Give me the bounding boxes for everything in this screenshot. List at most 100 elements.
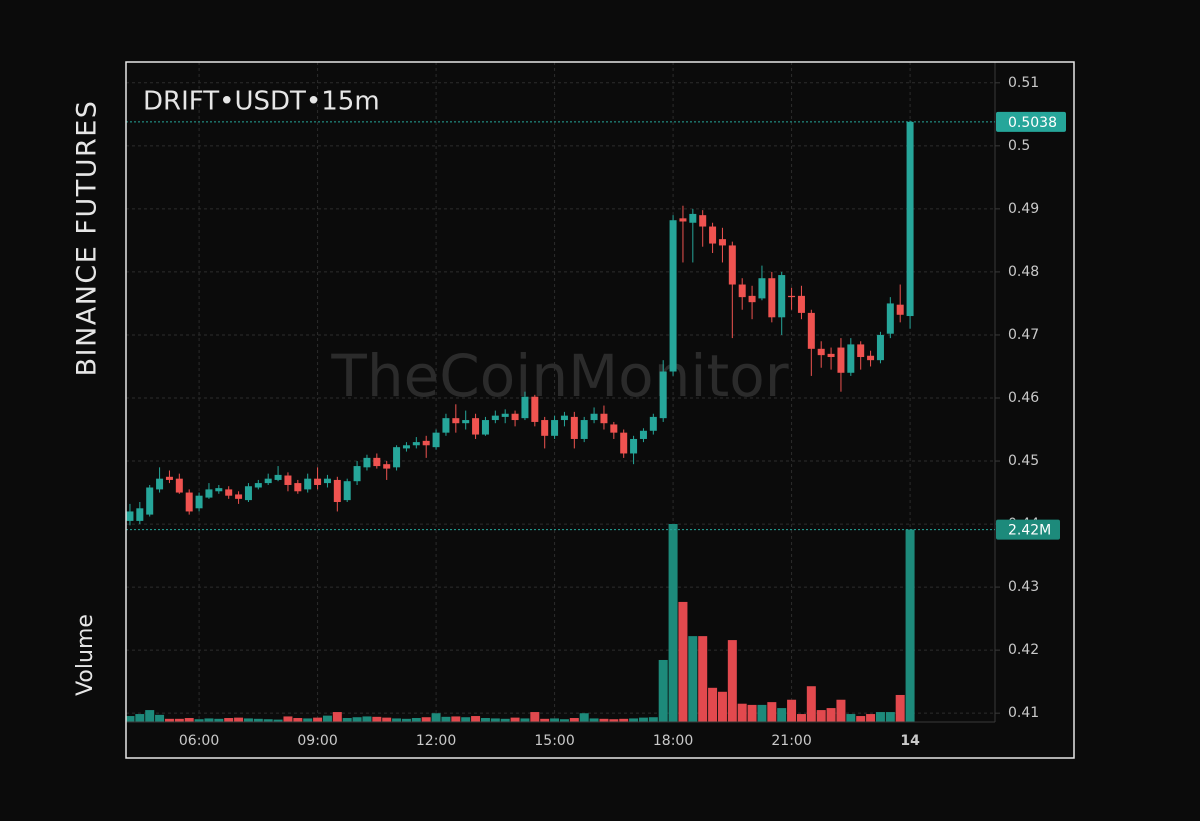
volume-bar — [500, 718, 510, 722]
volume-bar — [589, 718, 599, 722]
candle-body — [314, 478, 322, 485]
candle-body — [244, 486, 252, 501]
y-tick-label: 0.41 — [1008, 705, 1039, 721]
candle-body — [570, 416, 578, 439]
volume-bar — [421, 717, 431, 722]
candle-body — [709, 226, 717, 244]
volume-bar — [480, 718, 490, 722]
candle-body — [452, 418, 460, 424]
candle-body — [412, 442, 420, 446]
volume-label: Volume — [73, 614, 98, 696]
volume-bar — [885, 712, 895, 722]
volume-bar — [135, 714, 145, 722]
y-tick-label: 0.51 — [1008, 75, 1039, 91]
volume-bar — [184, 718, 194, 722]
volume-bar — [303, 718, 313, 722]
candle-body — [758, 278, 766, 299]
last-price-tag — [996, 111, 1066, 132]
volume-bar — [757, 704, 767, 722]
candle-body — [659, 371, 667, 419]
volume-bar — [283, 716, 293, 722]
y-tick-label: 0.43 — [1008, 579, 1039, 595]
candle-body — [323, 478, 331, 484]
candle-body — [837, 347, 845, 373]
candle-body — [215, 488, 223, 492]
y-tick-label: 0.42 — [1008, 642, 1039, 658]
y-tick-label: 0.45 — [1008, 453, 1039, 469]
candle-body — [699, 215, 707, 227]
candle-body — [402, 445, 410, 449]
x-tick-label: 18:00 — [653, 733, 693, 749]
candle-body — [669, 220, 677, 372]
candle-body — [620, 432, 628, 454]
volume-bar — [263, 719, 273, 722]
volume-bar — [322, 715, 332, 722]
candle-body — [274, 474, 282, 480]
candle-body — [541, 420, 549, 436]
volume-bar — [382, 717, 392, 722]
volume-bar — [678, 601, 688, 722]
volume-bar — [352, 717, 362, 722]
volume-bar — [717, 691, 727, 722]
y-tick-label: 0.46 — [1008, 390, 1039, 406]
candle-body — [778, 275, 786, 318]
candle-body — [294, 483, 302, 492]
candle-body — [373, 457, 381, 467]
candle-body — [600, 413, 608, 424]
candle-body — [827, 353, 835, 358]
volume-bar — [708, 687, 718, 722]
candle-body — [511, 413, 519, 421]
volume-bar — [599, 718, 609, 722]
x-tick-label: 06:00 — [179, 733, 219, 749]
candle-body — [748, 295, 756, 303]
candle-body — [225, 489, 233, 496]
y-tick-label: 0.49 — [1008, 201, 1039, 217]
candle-body — [630, 438, 638, 454]
volume-bar — [471, 716, 481, 722]
candle-body — [146, 487, 154, 515]
volume-bar — [579, 713, 589, 722]
volume-bar — [727, 640, 737, 722]
last-volume-tag — [996, 519, 1060, 540]
candle-body — [422, 440, 430, 446]
volume-bar — [372, 716, 382, 722]
candle-body — [264, 478, 272, 484]
candle-body — [472, 418, 480, 435]
candle-body — [886, 303, 894, 334]
volume-bar — [550, 718, 560, 722]
candle-body — [521, 396, 529, 419]
candle-body — [847, 344, 855, 373]
candle-body — [876, 334, 884, 361]
candle-body — [126, 511, 134, 521]
watermark: TheCoinMonitor — [330, 342, 788, 410]
volume-bar — [569, 718, 579, 722]
volume-bar — [787, 699, 797, 722]
candle-body — [491, 415, 499, 421]
candle-body — [304, 478, 312, 490]
candle-body — [531, 396, 539, 422]
volume-bar — [332, 712, 342, 722]
x-tick-label: 14 — [900, 733, 920, 749]
volume-bar — [145, 710, 155, 722]
volume-bar — [540, 718, 550, 722]
candle-body — [590, 413, 598, 421]
candle-body — [254, 483, 262, 488]
volume-bar — [638, 717, 648, 722]
volume-bar — [243, 718, 253, 722]
candle-body — [610, 424, 618, 433]
volume-bar — [451, 716, 461, 722]
grid — [126, 62, 995, 722]
volume-bar — [737, 703, 747, 722]
volume-bar — [668, 524, 678, 722]
candle-body — [738, 284, 746, 298]
volume-bar — [490, 718, 500, 722]
candle-body — [857, 344, 865, 358]
x-tick-label: 12:00 — [416, 733, 456, 749]
axes: 0.410.420.430.440.450.460.470.480.490.50… — [126, 75, 1066, 749]
candle-body — [817, 348, 825, 356]
volume-bar — [619, 718, 629, 722]
volume-bar — [698, 636, 708, 722]
volume-bar — [609, 719, 619, 722]
x-tick-label: 09:00 — [297, 733, 337, 749]
